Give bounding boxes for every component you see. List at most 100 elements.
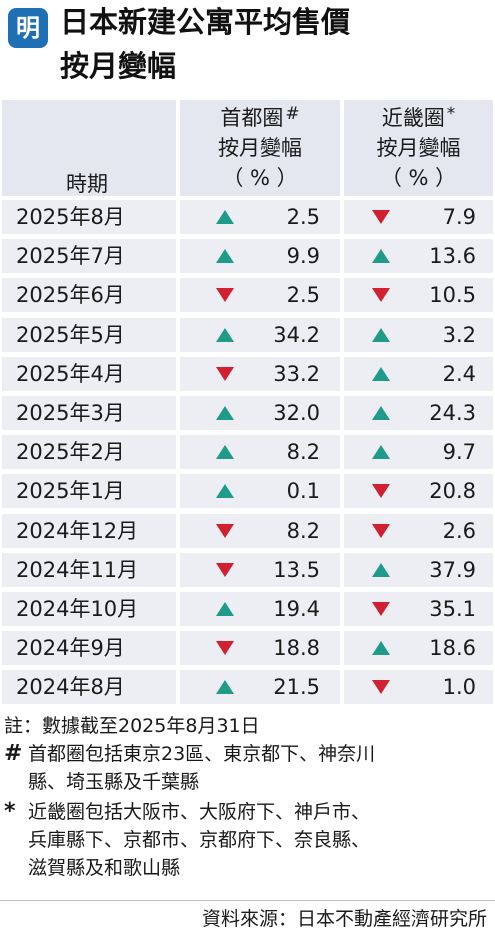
kinki-percent: 18.6	[429, 636, 476, 661]
kinki-value: 35.1	[372, 592, 484, 626]
table-row: 2025年5月 34.2 3.2	[0, 317, 495, 352]
down-triangle-icon	[372, 288, 390, 303]
shutoken-header-line-3: （ % ）	[222, 166, 298, 190]
kinki-change-cell: 24.3	[344, 396, 493, 430]
kinki-percent: 7.9	[442, 205, 476, 229]
kinki-value: 2.4	[372, 357, 484, 391]
kinki-percent: 37.9	[429, 557, 476, 582]
down-triangle-icon	[216, 288, 234, 303]
shutoken-value: 21.5	[216, 670, 328, 704]
up-triangle-icon	[216, 484, 234, 499]
period-label: 2025年5月	[16, 322, 125, 347]
shutoken-value: 33.2	[216, 357, 328, 391]
period-cell: 2025年3月	[2, 396, 176, 430]
shutoken-change-cell: 8.2	[180, 513, 340, 548]
title-line-1: 日本新建公寓平均售價	[60, 5, 351, 39]
star-note-line-3: 滋賀縣及和歌山縣	[28, 857, 181, 879]
kinki-header-line-1: 近畿圈 *	[381, 104, 456, 130]
kinki-value: 7.9	[372, 200, 484, 234]
period-cell: 2025年4月	[2, 356, 176, 391]
kinki-change-cell: 3.2	[344, 317, 493, 352]
kinki-column-header: 近畿圈 * 按月變幅 （ % ）	[344, 100, 493, 196]
kinki-percent: 9.7	[442, 440, 476, 465]
star-note-line-2: 兵庫縣下、京都市、京都府下、奈良縣、	[28, 829, 371, 851]
shutoken-header-line-2: 按月變幅	[218, 136, 302, 160]
down-triangle-icon	[372, 680, 390, 695]
up-triangle-icon	[216, 249, 234, 264]
down-triangle-icon	[216, 562, 234, 577]
period-cell: 2024年11月	[2, 552, 176, 587]
up-triangle-icon	[372, 327, 390, 342]
kinki-change-cell: 18.6	[344, 631, 493, 666]
down-triangle-icon	[216, 641, 234, 656]
kinki-percent: 35.1	[429, 597, 476, 621]
table-row: 2025年3月 32.0 24.3	[0, 396, 495, 430]
period-label: 2024年8月	[16, 675, 125, 700]
shutoken-change-cell: 21.5	[180, 670, 340, 705]
period-label: 2024年9月	[16, 636, 125, 661]
period-label: 2025年7月	[16, 244, 125, 269]
kinki-percent: 3.2	[442, 322, 476, 347]
shutoken-change-cell: 0.1	[180, 474, 340, 509]
period-label: 2025年2月	[16, 440, 125, 465]
shutoken-column-header: 首都圈 # 按月變幅 （ % ）	[180, 100, 340, 196]
star-note-line-1: 近畿圈包括大阪市、大阪府下、神戶市、	[28, 801, 371, 823]
period-cell: 2025年2月	[2, 435, 176, 470]
shutoken-change-cell: 33.2	[180, 356, 340, 391]
period-column-header: 時期	[2, 100, 176, 196]
period-cell: 2025年5月	[2, 317, 176, 352]
shutoken-percent: 2.5	[286, 205, 320, 229]
shutoken-change-cell: 2.5	[180, 278, 340, 313]
kinki-value: 2.6	[372, 514, 484, 548]
period-cell: 2024年10月	[2, 592, 176, 626]
shutoken-percent: 32.0	[273, 401, 320, 425]
table-row: 2025年1月 0.1 20.8	[0, 474, 495, 509]
up-triangle-icon	[216, 327, 234, 342]
up-triangle-icon	[372, 406, 390, 420]
source-note: 資料來源：日本不動產經濟研究所	[201, 908, 487, 930]
up-triangle-icon	[372, 641, 390, 656]
period-cell: 2025年6月	[2, 278, 176, 313]
up-triangle-icon	[216, 680, 234, 695]
period-cell: 2024年9月	[2, 631, 176, 666]
shutoken-percent: 2.5	[286, 283, 320, 308]
shutoken-value: 9.9	[216, 239, 328, 273]
table-row: 2025年8月 2.5 7.9	[0, 200, 495, 234]
table-row: 2024年12月 8.2 2.6	[0, 513, 495, 548]
table-row: 2024年10月 19.4 35.1	[0, 592, 495, 626]
shutoken-percent: 8.2	[286, 518, 320, 543]
shutoken-percent: 19.4	[273, 597, 320, 621]
title-line-2: 按月變幅	[60, 49, 177, 83]
period-label: 2025年1月	[16, 479, 125, 504]
period-header-label: 時期	[66, 172, 108, 196]
publisher-logo: 明	[8, 8, 48, 48]
kinki-change-cell: 20.8	[344, 474, 493, 509]
shutoken-percent: 13.5	[273, 557, 320, 582]
down-triangle-icon	[372, 484, 390, 499]
period-cell: 2024年8月	[2, 670, 176, 705]
down-triangle-icon	[372, 523, 390, 538]
shutoken-value: 18.8	[216, 631, 328, 665]
table-row: 2025年2月 8.2 9.7	[0, 435, 495, 470]
shutoken-value: 8.2	[216, 514, 328, 548]
shutoken-change-cell: 2.5	[180, 200, 340, 234]
shutoken-value: 34.2	[216, 318, 328, 352]
period-cell: 2025年1月	[2, 474, 176, 509]
period-cell: 2025年8月	[2, 200, 176, 234]
kinki-value: 9.7	[372, 435, 484, 469]
period-label: 2025年4月	[16, 361, 125, 386]
up-triangle-icon	[216, 406, 234, 420]
kinki-change-cell: 2.6	[344, 513, 493, 548]
shutoken-header-line-1: 首都圈 #	[220, 104, 300, 130]
kinki-header-line-3: （ % ）	[380, 166, 457, 190]
up-triangle-icon	[216, 210, 234, 224]
shutoken-percent: 33.2	[273, 361, 320, 386]
kinki-value: 3.2	[372, 318, 484, 352]
kinki-percent: 10.5	[429, 283, 476, 308]
table-row: 2025年6月 2.5 10.5	[0, 278, 495, 313]
up-triangle-icon	[372, 249, 390, 264]
kinki-change-cell: 35.1	[344, 592, 493, 626]
period-label: 2025年6月	[16, 283, 125, 308]
down-triangle-icon	[216, 523, 234, 538]
table-row: 2024年9月 18.8 18.6	[0, 631, 495, 666]
